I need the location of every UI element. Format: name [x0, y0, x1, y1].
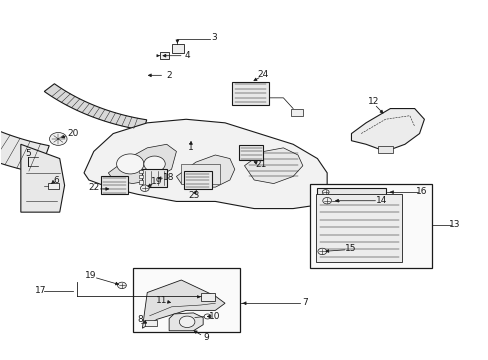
- Text: 10: 10: [208, 312, 220, 321]
- Bar: [316, 194, 401, 262]
- Circle shape: [203, 314, 210, 319]
- Polygon shape: [169, 313, 203, 331]
- Bar: [48, 183, 59, 189]
- Text: 20: 20: [67, 129, 79, 138]
- Bar: [201, 293, 215, 301]
- Circle shape: [143, 156, 165, 172]
- Polygon shape: [142, 280, 224, 328]
- Bar: [101, 176, 127, 194]
- Text: 17: 17: [35, 286, 46, 295]
- Bar: [317, 188, 385, 196]
- Text: 11: 11: [156, 296, 167, 305]
- Polygon shape: [351, 109, 424, 152]
- Text: 22: 22: [88, 183, 100, 192]
- Bar: [139, 175, 142, 178]
- Bar: [144, 320, 157, 327]
- Circle shape: [322, 198, 331, 204]
- Polygon shape: [160, 52, 169, 59]
- Text: 5: 5: [25, 149, 31, 158]
- Circle shape: [49, 132, 67, 145]
- Circle shape: [179, 316, 195, 328]
- Text: 15: 15: [344, 244, 356, 253]
- Circle shape: [116, 154, 143, 174]
- Bar: [309, 184, 431, 267]
- Circle shape: [117, 282, 126, 289]
- Bar: [183, 171, 211, 189]
- Circle shape: [317, 248, 326, 255]
- Polygon shape: [44, 84, 146, 130]
- Text: 24: 24: [257, 70, 268, 79]
- Bar: [290, 109, 302, 116]
- Bar: [139, 180, 142, 184]
- Polygon shape: [21, 144, 64, 212]
- Text: 21: 21: [255, 161, 266, 170]
- Text: 19: 19: [84, 271, 96, 280]
- Circle shape: [322, 190, 328, 195]
- Text: 7: 7: [302, 298, 307, 307]
- Text: 18: 18: [163, 173, 174, 182]
- Text: 12: 12: [367, 97, 378, 106]
- Bar: [139, 170, 142, 173]
- Text: 16: 16: [415, 187, 427, 196]
- Text: 14: 14: [375, 195, 386, 204]
- Text: 2: 2: [166, 71, 172, 80]
- Bar: [181, 164, 220, 184]
- Bar: [232, 82, 268, 105]
- Text: 4: 4: [184, 51, 189, 60]
- Text: 9: 9: [203, 333, 209, 342]
- Polygon shape: [84, 119, 326, 208]
- Polygon shape: [171, 44, 183, 53]
- Polygon shape: [0, 80, 49, 173]
- Bar: [142, 169, 166, 187]
- Text: 3: 3: [210, 33, 216, 42]
- Bar: [238, 145, 263, 160]
- Text: 8: 8: [137, 315, 143, 324]
- Text: 23: 23: [188, 191, 199, 200]
- Polygon shape: [108, 144, 176, 184]
- Polygon shape: [244, 148, 302, 184]
- Text: 1: 1: [188, 143, 194, 152]
- Text: 19: 19: [151, 176, 163, 185]
- Bar: [132, 267, 239, 332]
- Circle shape: [140, 185, 149, 192]
- Text: 6: 6: [53, 176, 59, 185]
- Bar: [377, 146, 392, 153]
- Polygon shape: [176, 155, 234, 187]
- Text: 13: 13: [448, 220, 459, 229]
